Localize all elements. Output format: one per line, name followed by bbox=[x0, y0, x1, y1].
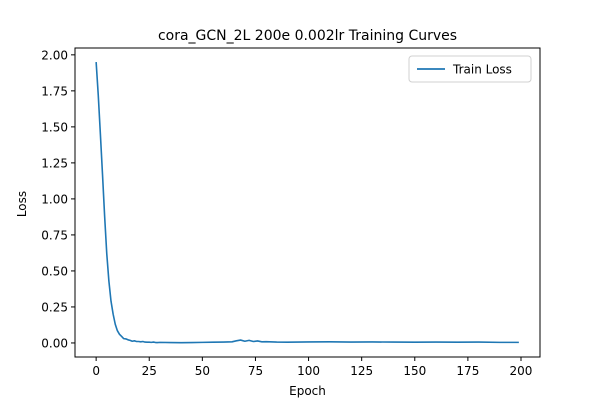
y-tick-label: 0.00 bbox=[41, 336, 68, 350]
y-tick-label: 1.00 bbox=[41, 192, 68, 206]
legend-box bbox=[408, 55, 532, 83]
plot-area: 0 25 50 75 100 125 150 175 200 0.00 0.25 0.50 0.75 1.… bbox=[41, 47, 541, 378]
y-tick-label: 1.25 bbox=[41, 156, 68, 170]
y-tick-label: 2.00 bbox=[41, 48, 68, 62]
x-axis-label: Epoch bbox=[289, 384, 326, 398]
y-tick-label: 1.50 bbox=[41, 120, 68, 134]
legend-label: Train Loss bbox=[452, 63, 512, 77]
x-tick-label: 50 bbox=[195, 364, 210, 378]
x-tick-label: 125 bbox=[350, 364, 373, 378]
y-tick-label: 1.75 bbox=[41, 84, 68, 98]
plot-frame bbox=[74, 47, 541, 358]
y-axis-label: Loss bbox=[15, 191, 29, 217]
chart-title: cora_GCN_2L 200e 0.002lr Training Curves bbox=[158, 28, 457, 44]
x-tick-label: 25 bbox=[142, 364, 157, 378]
x-tick-label: 150 bbox=[403, 364, 426, 378]
y-tick-label: 0.50 bbox=[41, 264, 68, 278]
y-tick-label: 0.75 bbox=[41, 228, 68, 242]
x-tick-label: 200 bbox=[510, 364, 533, 378]
x-tick-label: 75 bbox=[248, 364, 263, 378]
series-line-1 bbox=[95, 61, 519, 344]
x-tick-label: 175 bbox=[456, 364, 479, 378]
x-tick-label: 100 bbox=[297, 364, 320, 378]
y-tick-label: 0.25 bbox=[41, 300, 68, 314]
x-tick-label: 0 bbox=[92, 364, 100, 378]
